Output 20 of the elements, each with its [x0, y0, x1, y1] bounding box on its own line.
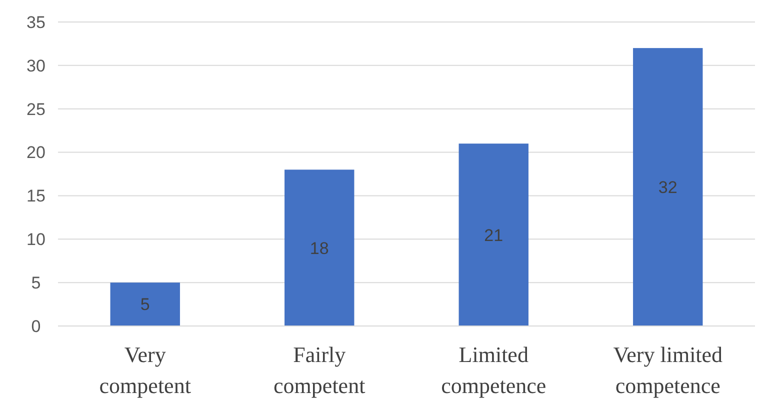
y-tick-label: 35 — [26, 12, 46, 32]
data-label: 5 — [140, 295, 150, 314]
x-tick-label: Limited competence — [441, 342, 546, 398]
y-tick-label: 20 — [26, 143, 46, 162]
data-label: 32 — [658, 178, 678, 197]
y-tick-label: 15 — [26, 186, 46, 206]
y-tick-label: 0 — [31, 316, 41, 336]
bar — [284, 170, 354, 326]
bar — [633, 48, 703, 326]
x-tick-label: Very competent — [99, 342, 191, 398]
x-tick-label: Fairly competent — [274, 342, 366, 398]
bar — [458, 144, 528, 326]
y-tick-label: 10 — [26, 230, 46, 250]
bar — [110, 282, 180, 326]
y-tick-label: 5 — [31, 274, 41, 293]
y-tick-label: 30 — [26, 56, 46, 76]
data-label: 18 — [310, 238, 329, 258]
y-tick-label: 25 — [26, 100, 46, 119]
data-label: 21 — [484, 226, 504, 245]
x-tick-label: Very limited competence — [613, 342, 723, 398]
